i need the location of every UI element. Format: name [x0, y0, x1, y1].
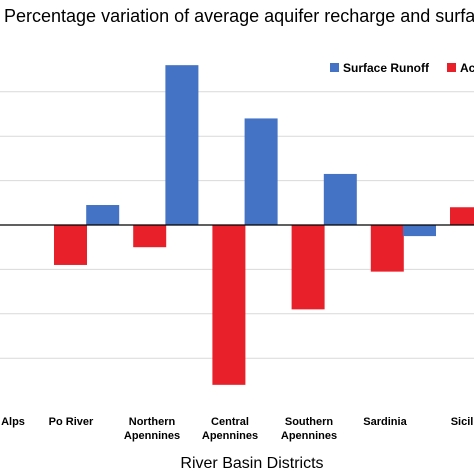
x-tick-label: Po River [49, 416, 94, 428]
legend-swatch [447, 63, 456, 72]
bar-ac-sardinia [450, 207, 474, 225]
x-tick-label: Sardinia [363, 416, 407, 428]
bar-ac-southern-apennines [370, 225, 404, 272]
x-tick-label: Central Apennines [202, 416, 258, 442]
bar-ac-alps [54, 225, 87, 265]
legend-swatch [330, 63, 339, 72]
bar-surface-runoff-southern-apennines [323, 173, 357, 225]
bar-surface-runoff-central-apennines [244, 118, 278, 225]
legend-label: Ac [460, 61, 474, 75]
bars [54, 65, 474, 385]
bar-ac-po-river [133, 225, 167, 248]
x-tick-label: Alps [1, 416, 25, 428]
x-tick-label: Northern Apennines [124, 416, 180, 442]
bar-surface-runoff-po-river [86, 205, 120, 225]
bar-surface-runoff-sardinia [403, 225, 436, 237]
legend-label: Surface Runoff [343, 61, 430, 75]
x-tick-labels: Alps Po River Northern Apennines Central Apen… [1, 416, 473, 442]
chart-title: Percentage variation of average aquifer … [4, 6, 474, 26]
bar-surface-runoff-northern-apennines [165, 65, 199, 225]
legend: Surface Runoff Ac [330, 61, 474, 75]
x-tick-label: Southern Apennines [281, 416, 337, 442]
x-tick-label: Sicil [451, 416, 474, 428]
bar-ac-northern-apennines [212, 225, 246, 385]
bar-ac-central-apennines [291, 225, 325, 310]
x-axis-label: River Basin Districts [180, 455, 323, 472]
